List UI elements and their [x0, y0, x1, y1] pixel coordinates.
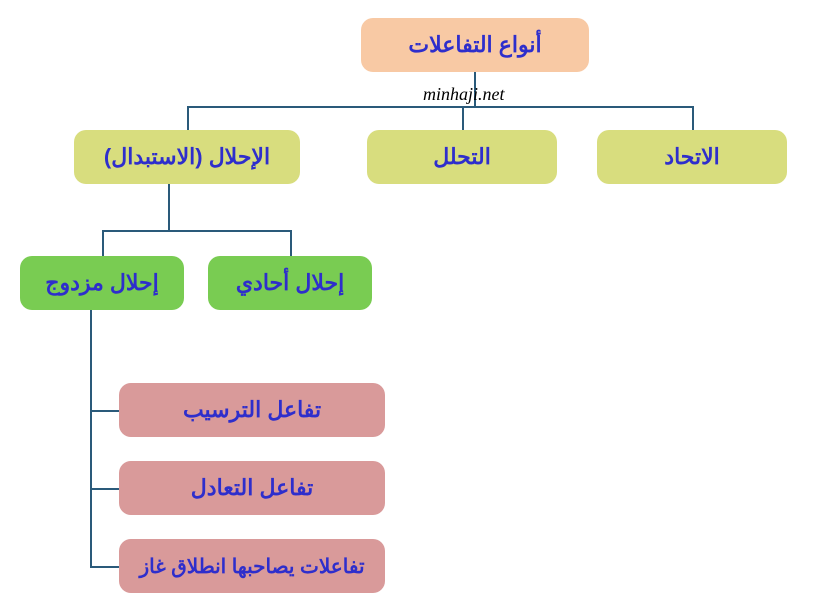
node-neutralization: تفاعل التعادل: [119, 461, 385, 515]
connector: [90, 566, 119, 568]
node-substitution: الإحلال (الاستبدال): [74, 130, 300, 184]
node-double: إحلال مزدوج: [20, 256, 184, 310]
connector: [290, 230, 292, 256]
node-decomposition: التحلل: [367, 130, 557, 184]
node-label: التحلل: [433, 144, 491, 170]
connector: [102, 230, 104, 256]
connector: [692, 106, 694, 130]
connector: [102, 230, 292, 232]
node-label: إحلال مزدوج: [45, 270, 158, 296]
connector: [90, 310, 92, 566]
node-label: تفاعلات يصاحبها انطلاق غاز: [139, 554, 364, 579]
connector: [462, 106, 464, 130]
connector: [90, 410, 119, 412]
watermark: minhaji.net: [423, 84, 505, 105]
node-single: إحلال أحادي: [208, 256, 372, 310]
node-root: أنواع التفاعلات: [361, 18, 589, 72]
node-label: الاتحاد: [664, 144, 719, 170]
node-label: الإحلال (الاستبدال): [104, 144, 270, 170]
connector: [168, 184, 170, 230]
node-label: تفاعل التعادل: [191, 475, 313, 501]
node-union: الاتحاد: [597, 130, 787, 184]
connector: [90, 488, 119, 490]
node-label: أنواع التفاعلات: [408, 32, 541, 58]
node-label: إحلال أحادي: [236, 270, 344, 296]
node-precipitation: تفاعل الترسيب: [119, 383, 385, 437]
connector: [187, 106, 692, 108]
node-gas: تفاعلات يصاحبها انطلاق غاز: [119, 539, 385, 593]
connector: [187, 106, 189, 130]
node-label: تفاعل الترسيب: [183, 397, 321, 423]
